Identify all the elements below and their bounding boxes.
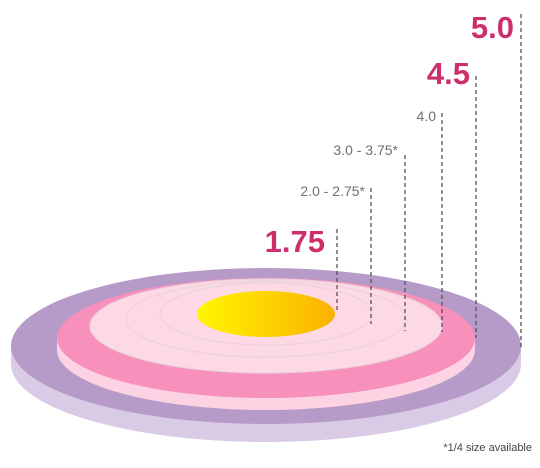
footnote: *1/4 size available	[443, 442, 532, 454]
size-label-4-5: 4.5	[427, 56, 470, 91]
size-label-1-75: 1.75	[265, 224, 325, 259]
size-label-4-0: 4.0	[417, 108, 437, 124]
size-label-3-0: 3.0 - 3.75*	[333, 142, 398, 158]
size-label-5-0: 5.0	[471, 10, 514, 45]
size-label-2-0: 2.0 - 2.75*	[300, 183, 365, 199]
ring-center	[197, 291, 335, 337]
